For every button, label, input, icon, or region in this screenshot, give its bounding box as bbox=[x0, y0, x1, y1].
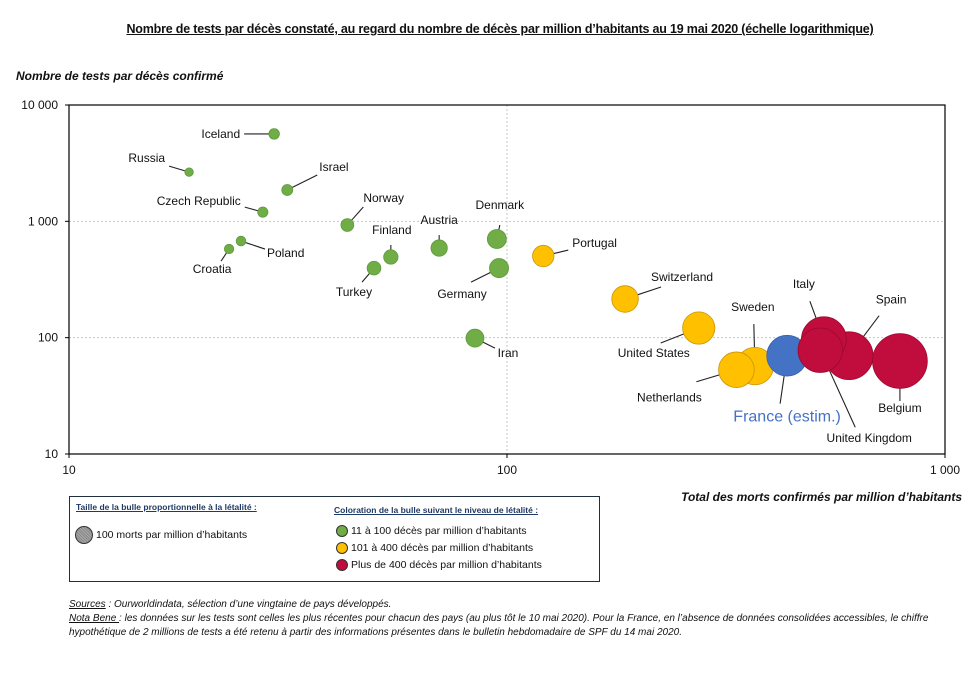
legend-size-label: 100 morts par million d’habitants bbox=[96, 529, 248, 541]
bubble-chart: 10 100 1 000 10 100 1 000 10 000 Iceland Russia I… bbox=[21, 98, 960, 477]
y-tick-label: 10 000 bbox=[21, 98, 58, 112]
data-label: Russia bbox=[128, 151, 165, 165]
data-label: United States bbox=[618, 346, 690, 360]
nota-bene: Nota Bene : les données sur les tests so… bbox=[69, 612, 969, 640]
data-label: Iran bbox=[498, 346, 519, 360]
data-label: Czech Republic bbox=[157, 194, 241, 208]
bubble-turkey bbox=[366, 260, 382, 276]
size-reference-bubble-icon bbox=[75, 526, 93, 544]
bubble-israel bbox=[281, 184, 294, 196]
bubble-russia bbox=[184, 167, 194, 177]
y-axis-label: Nombre de tests par décès confirmé bbox=[16, 69, 224, 83]
leader-line bbox=[481, 341, 496, 349]
leader-line bbox=[696, 373, 722, 383]
bubble-united-states bbox=[682, 311, 716, 345]
legend-size-heading: Taille de la bulle proportionnelle à la … bbox=[76, 502, 257, 512]
data-label: Croatia bbox=[193, 262, 232, 276]
bubble-norway bbox=[340, 218, 355, 232]
leader-line bbox=[244, 206, 259, 212]
data-label: Norway bbox=[363, 191, 404, 205]
bubble-poland bbox=[235, 235, 247, 247]
x-tick-label: 100 bbox=[497, 463, 517, 477]
leader-line bbox=[350, 206, 364, 222]
bubble-portugal bbox=[532, 244, 555, 268]
legend-color-item-high: Plus de 400 décès par million d’habitant… bbox=[336, 559, 542, 571]
bubble-netherlands bbox=[718, 351, 755, 388]
bubble-iceland bbox=[268, 128, 280, 140]
data-label: Turkey bbox=[336, 285, 372, 299]
data-label: Spain bbox=[876, 293, 907, 307]
leader-line bbox=[753, 324, 755, 350]
notes: Sources : Ourworldindata, sélection d’un… bbox=[69, 598, 969, 640]
x-tick-label: 10 bbox=[62, 463, 76, 477]
bubble-switzerland bbox=[611, 285, 639, 313]
bubble-croatia bbox=[223, 243, 235, 255]
leader-line bbox=[828, 368, 856, 428]
y-tick-label: 100 bbox=[38, 331, 58, 345]
y-tick-label: 10 bbox=[45, 447, 59, 461]
legend-color-heading: Coloration de la bulle suivant le niveau… bbox=[334, 505, 539, 515]
y-tick-label: 1 000 bbox=[28, 214, 58, 228]
leader-line bbox=[168, 165, 186, 172]
bubble-iran bbox=[465, 328, 485, 348]
data-label: Switzerland bbox=[651, 270, 713, 284]
leader-line bbox=[291, 174, 318, 189]
bubble-belgium bbox=[872, 333, 928, 389]
x-tick-label: 1 000 bbox=[930, 463, 960, 477]
legend-color-label: 101 à 400 décès par million d’habitants bbox=[351, 542, 534, 554]
bubble-germany bbox=[489, 258, 509, 279]
leader-line bbox=[220, 252, 228, 262]
legend-box: Taille de la bulle proportionnelle à la … bbox=[69, 496, 600, 582]
bubble-austria bbox=[430, 239, 448, 257]
legend-color-item-low: 11 à 100 décès par million d’habitants bbox=[336, 525, 527, 537]
bubble-czech-republic bbox=[257, 206, 269, 218]
leader-line bbox=[809, 301, 818, 321]
data-label: Denmark bbox=[475, 198, 525, 212]
sources-label: Sources bbox=[69, 599, 106, 610]
legend-color-label: 11 à 100 décès par million d’habitants bbox=[351, 525, 527, 537]
legend-size-item: 100 morts par million d’habitants bbox=[75, 526, 247, 544]
leader-line bbox=[552, 249, 569, 255]
data-label: Germany bbox=[437, 287, 486, 301]
bubble-united-kingdom bbox=[797, 327, 843, 373]
sources-line: Sources : Ourworldindata, sélection d’un… bbox=[69, 598, 969, 612]
yellow-bubble-icon bbox=[336, 542, 348, 554]
data-label: Finland bbox=[372, 223, 411, 237]
leader-line bbox=[636, 286, 662, 296]
bubble-denmark bbox=[486, 229, 507, 249]
legend-color-label: Plus de 400 décès par million d’habitant… bbox=[351, 559, 542, 571]
green-bubble-icon bbox=[336, 525, 348, 537]
leader-line bbox=[779, 373, 785, 404]
data-label: Poland bbox=[267, 246, 304, 260]
data-label: Austria bbox=[420, 213, 458, 227]
nota-bene-text: : les données sur les tests sont celles … bbox=[69, 613, 929, 638]
bubble-finland bbox=[383, 249, 399, 265]
nota-bene-label: Nota Bene bbox=[69, 613, 120, 624]
chart-title: Nombre de tests par décès constaté, au r… bbox=[126, 22, 874, 36]
leader-line bbox=[361, 272, 371, 283]
data-label: Sweden bbox=[731, 300, 774, 314]
leader-line bbox=[660, 332, 686, 344]
data-label: Portugal bbox=[572, 236, 617, 250]
leader-line bbox=[861, 315, 880, 339]
data-label: Belgium bbox=[878, 401, 921, 415]
data-label: Italy bbox=[793, 277, 815, 291]
data-label: United Kingdom bbox=[827, 431, 912, 445]
red-bubble-icon bbox=[336, 559, 348, 571]
data-label: Iceland bbox=[201, 127, 240, 141]
data-label: Netherlands bbox=[637, 391, 702, 405]
x-axis-label: Total des morts confirmés par million d’… bbox=[681, 490, 962, 504]
leader-line bbox=[470, 271, 492, 283]
legend-color-item-mid: 101 à 400 décès par million d’habitants bbox=[336, 542, 533, 554]
leader-line bbox=[244, 241, 266, 250]
data-label: Israel bbox=[319, 160, 348, 174]
sources-text: : Ourworldindata, sélection d’une vingta… bbox=[105, 599, 392, 610]
data-label: France (estim.) bbox=[733, 409, 841, 426]
